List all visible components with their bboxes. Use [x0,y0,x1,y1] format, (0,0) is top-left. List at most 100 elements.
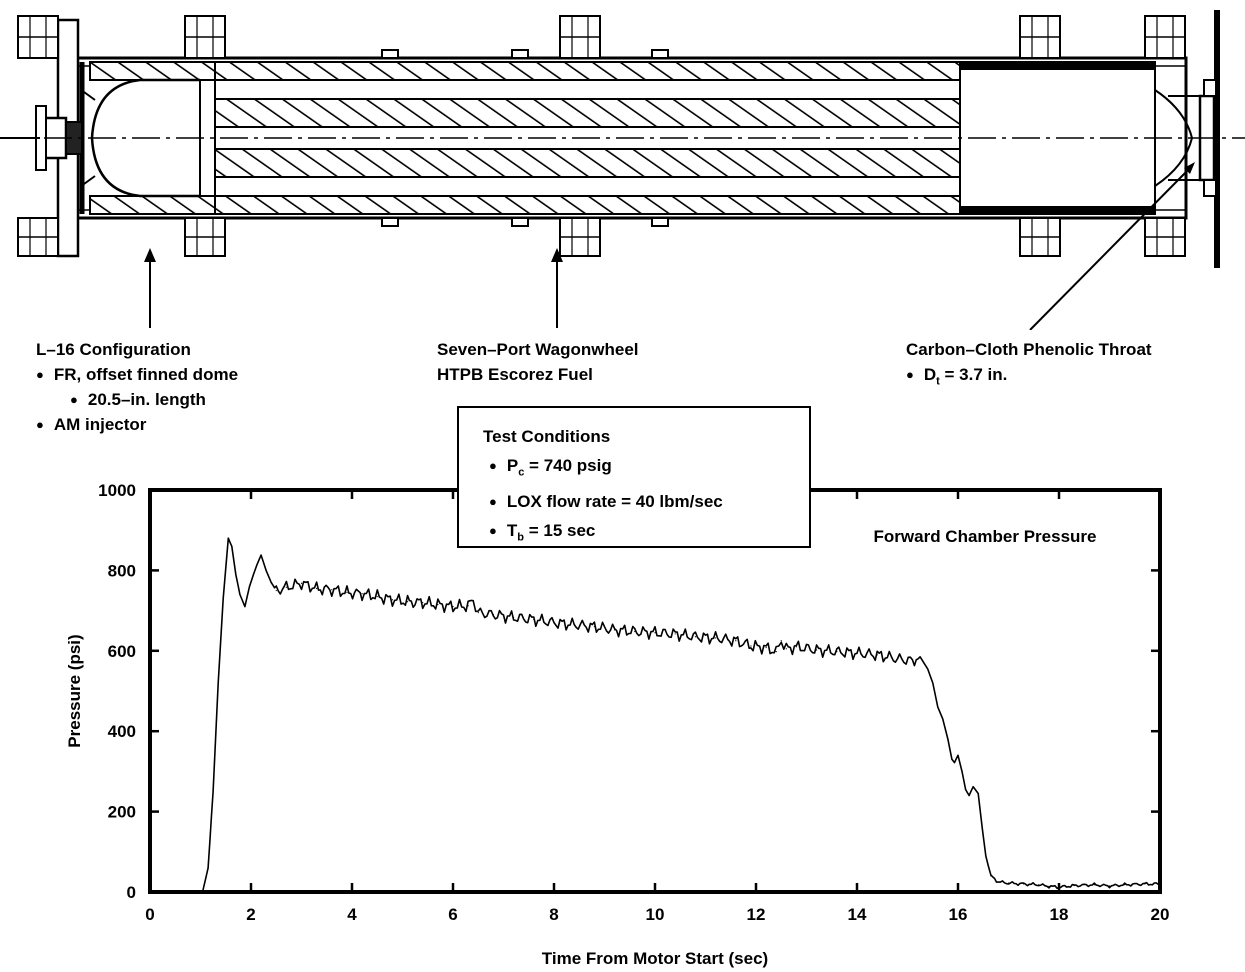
data-point [715,637,717,639]
data-point [573,624,575,626]
data-point [1093,884,1095,886]
data-point [1058,886,1060,888]
data-point [654,632,656,634]
data-point [947,738,949,740]
bolt-icon [559,15,601,59]
data-point [265,569,267,572]
config-item: AM injector [36,412,238,437]
x-axis-label: Time From Motor Start (sec) [542,949,768,968]
data-point [972,786,974,788]
x-tick-label: 6 [448,905,457,924]
data-point [1023,883,1025,885]
tb-symbol: T [506,521,518,541]
x-tick-label: 12 [747,905,766,924]
data-point [856,652,858,654]
data-point [256,563,258,565]
x-tick-label: 0 [145,905,154,924]
bolt-icon [17,217,59,257]
data-point [376,595,378,598]
data-point [553,622,555,624]
data-point [951,758,953,760]
data-point [472,599,474,602]
data-point [634,630,636,633]
data-point [212,790,214,793]
data-point [406,601,409,603]
data-point [937,706,939,708]
data-point [876,654,878,656]
data-point [780,640,782,642]
data-point [252,573,255,576]
bolt-icon [1019,217,1061,257]
data-point [316,587,318,590]
data-point [1007,882,1010,884]
data-point [765,646,767,649]
throat-d-symbol: D [923,365,937,384]
x-tick-label: 8 [549,905,558,924]
data-point [919,656,921,658]
bolt-icon [184,217,226,257]
y-tick-label: 800 [108,561,136,580]
motor-cross-section-diagram [0,10,1245,330]
throat-diameter: Dt = 3.7 in. [906,362,1152,394]
data-point [1144,883,1146,885]
x-tick-label: 4 [347,905,357,924]
data-point [346,591,348,594]
x-tick-label: 14 [848,905,867,924]
case-stud-icon [381,49,399,59]
data-point [331,589,333,591]
config-item: 20.5–in. length [70,387,238,412]
data-point [1159,883,1161,885]
throat-label: Carbon–Cloth Phenolic Throat Dt = 3.7 in… [906,337,1152,394]
bolt-icon [1019,15,1061,59]
data-point [300,582,303,584]
series-annotation: Forward Chamber Pressure [874,527,1097,546]
config-item: FR, offset finned dome [36,362,238,387]
data-point [239,593,241,596]
data-point [244,605,246,608]
config-title: L–16 Configuration [36,340,191,359]
data-point [361,593,363,595]
case-stud-icon [651,49,669,59]
data-point [222,597,224,600]
y-tick-label: 400 [108,722,136,741]
y-tick-label: 0 [127,883,136,902]
data-point [260,554,262,556]
data-point [785,648,787,650]
forward-chamber-pressure-line [202,537,1161,891]
bolt-icon [1144,15,1186,59]
test-conditions-title: Test Conditions [483,427,611,446]
data-point [614,629,616,631]
data-point [452,605,454,608]
data-point [964,788,967,791]
data-point [1073,884,1075,887]
y-tick-label: 200 [108,803,136,822]
fuel-label-line2: HTPB Escorez Fuel [437,365,593,384]
config-label: L–16 Configuration FR, offset finned dom… [36,337,238,437]
data-point [816,649,818,651]
y-tick-label: 1000 [98,481,136,500]
case-stud-icon [511,217,529,227]
data-point [202,889,204,891]
data-point [961,770,963,773]
data-point [674,633,676,635]
data-point [231,545,233,547]
data-point [217,682,219,684]
test-condition-lox: LOX flow rate = 40 lbm/sec [483,487,809,516]
bolt-icon [1144,217,1186,257]
data-point [492,614,494,616]
pc-value: = 740 psig [524,456,612,475]
pc-subscript: c [518,466,525,479]
data-point [981,827,983,829]
data-point [957,754,959,756]
data-point [977,792,979,795]
data-point [985,855,987,857]
data-point [422,601,424,604]
tb-value: = 15 sec [523,521,596,541]
data-point [990,875,992,877]
bolt-icon [559,217,601,257]
data-point [795,646,798,648]
flange-bolts [17,15,1186,257]
throat-d-subscript: t [936,375,940,388]
data-point [285,586,287,588]
data-point [896,658,899,660]
